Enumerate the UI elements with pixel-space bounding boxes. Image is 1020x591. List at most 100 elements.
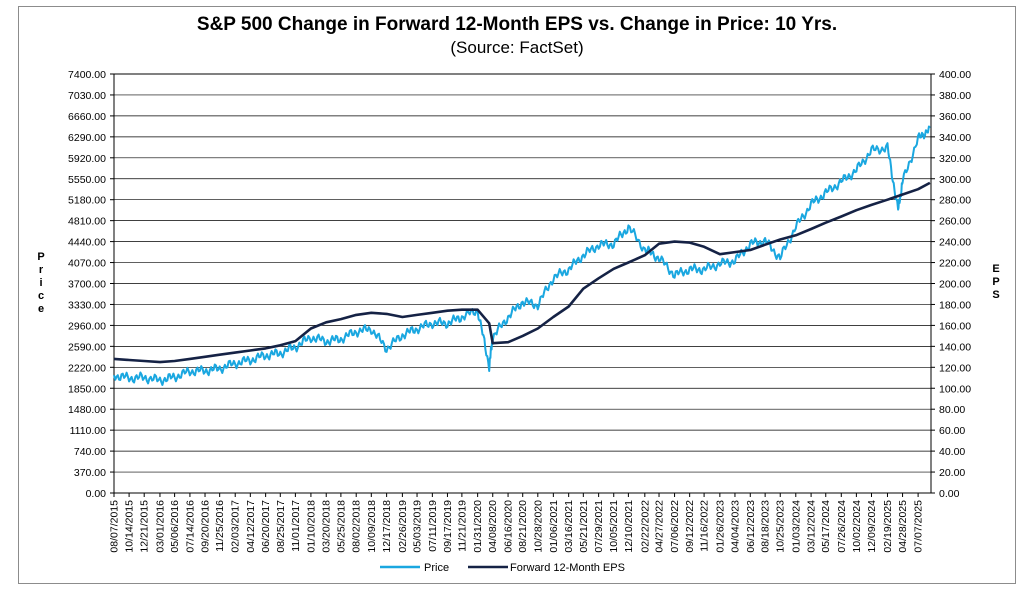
x-tick-label: 12/17/2018 [381, 500, 393, 553]
right-axis-label-letter: S [992, 289, 999, 301]
x-tick-label: 05/03/2019 [412, 500, 424, 553]
x-tick-label: 12/21/2015 [139, 500, 151, 553]
left-tick-label: 5920.00 [68, 153, 106, 165]
left-axis-ticks: 7400.00 7030.00 6660.00 6290.00 5920.00 5550.… [68, 69, 114, 500]
x-tick-label: 11/16/2022 [699, 500, 711, 552]
x-tick-label: 02/22/2022 [639, 500, 651, 553]
right-tick-label: 280.00 [939, 195, 971, 207]
legend-price-label: Price [424, 562, 449, 574]
left-axis-label-letter: c [38, 290, 44, 302]
x-tick-label: 11/25/2016 [214, 500, 226, 552]
x-tick-label: 02/19/2025 [882, 500, 894, 553]
right-tick-label: 0.00 [939, 488, 960, 500]
x-tick-label: 04/27/2022 [654, 500, 666, 553]
x-tick-label: 04/04/2023 [729, 500, 741, 553]
legend-eps-label: Forward 12-Month EPS [510, 562, 625, 574]
left-tick-label: 1850.00 [68, 383, 106, 395]
left-tick-label: 3330.00 [68, 299, 106, 311]
left-tick-label: 3700.00 [68, 279, 106, 291]
right-tick-label: 240.00 [939, 237, 971, 249]
x-tick-label: 12/09/2024 [866, 500, 878, 553]
left-tick-label: 7030.00 [68, 90, 106, 102]
right-tick-label: 320.00 [939, 153, 971, 165]
grid-lines [114, 73, 931, 494]
left-tick-label: 6660.00 [68, 111, 106, 123]
left-tick-label: 740.00 [74, 446, 106, 458]
left-tick-label: 1480.00 [68, 404, 106, 416]
x-tick-label: 09/17/2019 [442, 500, 454, 553]
x-tick-label: 08/07/2015 [109, 500, 121, 553]
x-tick-label: 10/25/2023 [775, 500, 787, 553]
x-tick-label: 03/12/2024 [806, 500, 818, 553]
x-tick-label: 01/26/2023 [714, 500, 726, 553]
right-tick-label: 220.00 [939, 258, 971, 270]
x-tick-label: 06/16/2020 [503, 500, 515, 553]
left-tick-label: 4070.00 [68, 258, 106, 270]
x-tick-label: 05/21/2021 [578, 500, 590, 553]
right-tick-label: 20.00 [939, 467, 965, 479]
x-tick-label: 01/06/2021 [548, 500, 560, 553]
left-tick-label: 5180.00 [68, 195, 106, 207]
price-series-line [113, 125, 931, 386]
x-tick-label: 02/03/2017 [230, 500, 242, 553]
x-tick-label: 07/26/2024 [836, 500, 848, 553]
x-tick-label: 09/12/2022 [684, 500, 696, 553]
right-tick-label: 40.00 [939, 446, 965, 458]
right-tick-label: 200.00 [939, 279, 971, 291]
eps-series-line [113, 181, 931, 364]
x-tick-label: 01/10/2018 [305, 500, 317, 553]
x-tick-label: 10/02/2024 [851, 500, 863, 553]
x-tick-label: 08/21/2020 [517, 500, 529, 553]
right-tick-label: 400.00 [939, 69, 971, 81]
x-tick-label: 02/26/2019 [397, 500, 409, 553]
x-tick-label: 10/14/2015 [124, 500, 136, 553]
x-tick-label: 10/09/2018 [366, 500, 378, 553]
x-axis-ticks: 08/07/2015 10/14/2015 12/21/2015 03/01/2016… [109, 493, 925, 553]
x-tick-label: 03/16/2021 [563, 500, 575, 553]
left-tick-label: 2960.00 [68, 320, 106, 332]
left-tick-label: 1110.00 [70, 425, 107, 437]
x-tick-label: 06/20/2017 [260, 500, 272, 553]
left-tick-label: 4440.00 [68, 237, 106, 249]
x-tick-label: 04/08/2020 [487, 500, 499, 553]
left-tick-label: 2220.00 [68, 362, 106, 374]
right-tick-label: 140.00 [939, 341, 971, 353]
right-tick-label: 360.00 [939, 111, 971, 123]
x-tick-label: 07/07/2025 [913, 500, 925, 553]
x-tick-label: 12/10/2021 [623, 500, 635, 553]
x-tick-label: 03/01/2016 [154, 500, 166, 553]
x-tick-label: 08/02/2018 [351, 500, 363, 553]
left-tick-label: 0.00 [86, 488, 107, 500]
left-tick-label: 5550.00 [68, 174, 106, 186]
left-axis-label: Price [37, 251, 44, 315]
right-tick-label: 180.00 [939, 299, 971, 311]
x-tick-label: 07/06/2022 [669, 500, 681, 553]
x-tick-label: 04/28/2025 [897, 500, 909, 553]
x-tick-label: 11/21/2019 [456, 500, 468, 552]
right-tick-label: 380.00 [939, 90, 971, 102]
chart-subtitle: (Source: FactSet) [450, 38, 584, 57]
legend: Price Forward 12-Month EPS [380, 562, 625, 574]
right-axis-label-letter: E [992, 263, 999, 275]
left-tick-label: 370.00 [74, 467, 106, 479]
x-tick-label: 07/29/2021 [593, 500, 605, 553]
right-tick-label: 260.00 [939, 216, 971, 228]
right-tick-label: 80.00 [939, 404, 965, 416]
x-tick-label: 05/17/2024 [820, 500, 832, 553]
right-tick-label: 160.00 [939, 320, 971, 332]
x-tick-label: 04/12/2017 [245, 500, 257, 553]
x-tick-label: 09/20/2016 [200, 500, 212, 553]
left-axis-label-letter: r [39, 264, 44, 276]
x-tick-label: 10/05/2021 [608, 500, 620, 553]
x-tick-label: 11/01/2017 [290, 500, 302, 552]
x-tick-label: 07/14/2016 [184, 500, 196, 553]
x-tick-label: 08/25/2017 [275, 500, 287, 553]
left-tick-label: 2590.00 [68, 341, 106, 353]
x-tick-label: 03/20/2018 [321, 500, 333, 553]
left-tick-label: 7400.00 [68, 69, 106, 81]
x-tick-label: 01/03/2024 [790, 500, 802, 553]
right-axis-label: EPS [992, 263, 999, 301]
chart-title: S&P 500 Change in Forward 12-Month EPS v… [196, 14, 838, 35]
right-axis-ticks: 400.00 380.00 360.00 340.00 320.00 300.00 280.… [931, 69, 971, 500]
